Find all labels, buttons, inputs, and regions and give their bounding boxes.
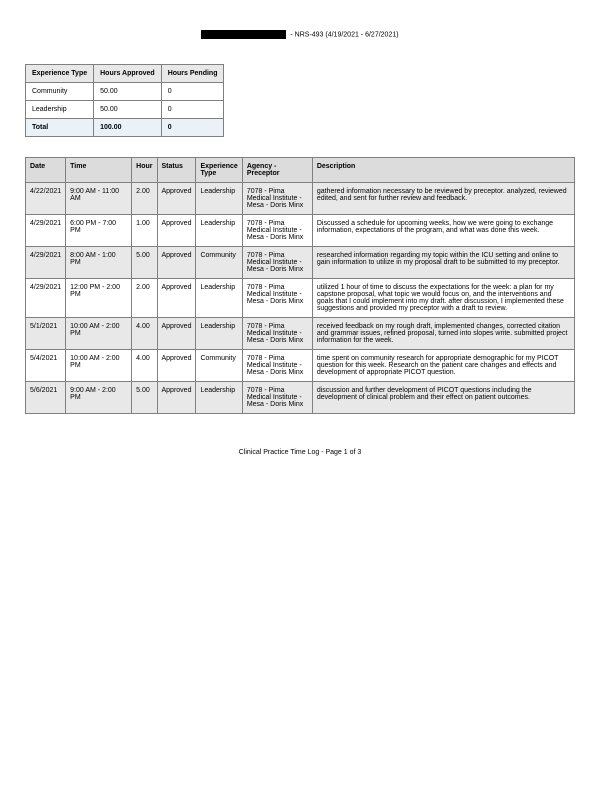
- log-cell: 7078 - Pima Medical Institute - Mesa - D…: [242, 215, 312, 247]
- log-table: Date Time Hour Status Experience Type Ag…: [25, 157, 575, 414]
- log-cell: Approved: [157, 350, 196, 382]
- log-cell: Leadership: [196, 279, 242, 318]
- summary-header-approved: Hours Approved: [94, 65, 162, 83]
- log-cell: Approved: [157, 183, 196, 215]
- log-cell: 10:00 AM - 2:00 PM: [66, 318, 132, 350]
- summary-body: Community 50.00 0 Leadership 50.00 0 Tot…: [26, 83, 224, 137]
- log-cell: Discussed a schedule for upcoming weeks,…: [312, 215, 574, 247]
- log-cell: received feedback on my rough draft, imp…: [312, 318, 574, 350]
- log-cell: Leadership: [196, 318, 242, 350]
- log-cell: 7078 - Pima Medical Institute - Mesa - D…: [242, 350, 312, 382]
- log-cell: Approved: [157, 318, 196, 350]
- log-cell: Approved: [157, 279, 196, 318]
- log-cell: 5/1/2021: [26, 318, 66, 350]
- log-header-time: Time: [66, 158, 132, 183]
- log-cell: 7078 - Pima Medical Institute - Mesa - D…: [242, 318, 312, 350]
- log-cell: Leadership: [196, 382, 242, 414]
- log-cell: 4/29/2021: [26, 247, 66, 279]
- log-cell: 7078 - Pima Medical Institute - Mesa - D…: [242, 183, 312, 215]
- log-row: 4/29/202112:00 PM - 2:00 PM2.00ApprovedL…: [26, 279, 575, 318]
- log-cell: 12:00 PM - 2:00 PM: [66, 279, 132, 318]
- log-cell: 1.00: [132, 215, 157, 247]
- header-line: - NRS-493 (4/19/2021 - 6/27/2021): [25, 30, 575, 39]
- summary-table: Experience Type Hours Approved Hours Pen…: [25, 64, 224, 137]
- log-cell: Approved: [157, 215, 196, 247]
- summary-row: Leadership 50.00 0: [26, 101, 224, 119]
- log-row: 4/29/20216:00 PM - 7:00 PM1.00ApprovedLe…: [26, 215, 575, 247]
- log-cell: Leadership: [196, 215, 242, 247]
- log-cell: 2.00: [132, 183, 157, 215]
- log-cell: Community: [196, 247, 242, 279]
- log-cell: 7078 - Pima Medical Institute - Mesa - D…: [242, 382, 312, 414]
- log-cell: Leadership: [196, 183, 242, 215]
- page-footer: Clinical Practice Time Log - Page 1 of 3: [25, 449, 575, 456]
- log-row: 5/4/202110:00 AM - 2:00 PM4.00ApprovedCo…: [26, 350, 575, 382]
- log-row: 5/6/20219:00 AM - 2:00 PM5.00ApprovedLea…: [26, 382, 575, 414]
- log-header-status: Status: [157, 158, 196, 183]
- log-cell: 7078 - Pima Medical Institute - Mesa - D…: [242, 247, 312, 279]
- log-cell: 4/29/2021: [26, 215, 66, 247]
- summary-row: Community 50.00 0: [26, 83, 224, 101]
- log-cell: 5.00: [132, 247, 157, 279]
- log-cell: 9:00 AM - 11:00 AM: [66, 183, 132, 215]
- log-cell: 5/6/2021: [26, 382, 66, 414]
- log-cell: gathered information necessary to be rev…: [312, 183, 574, 215]
- log-cell: researched information regarding my topi…: [312, 247, 574, 279]
- summary-header-type: Experience Type: [26, 65, 94, 83]
- log-row: 4/29/20218:00 AM - 1:00 PM5.00ApprovedCo…: [26, 247, 575, 279]
- log-header-desc: Description: [312, 158, 574, 183]
- log-cell: 2.00: [132, 279, 157, 318]
- log-cell: 7078 - Pima Medical Institute - Mesa - D…: [242, 279, 312, 318]
- log-cell: 5/4/2021: [26, 350, 66, 382]
- log-cell: Community: [196, 350, 242, 382]
- course-info: - NRS-493 (4/19/2021 - 6/27/2021): [288, 31, 398, 38]
- log-cell: utilized 1 hour of time to discuss the e…: [312, 279, 574, 318]
- log-body: 4/22/20219:00 AM - 11:00 AM2.00ApprovedL…: [26, 183, 575, 414]
- log-cell: 10:00 AM - 2:00 PM: [66, 350, 132, 382]
- log-cell: 8:00 AM - 1:00 PM: [66, 247, 132, 279]
- log-cell: 6:00 PM - 7:00 PM: [66, 215, 132, 247]
- redacted-name: [201, 30, 286, 39]
- log-header-date: Date: [26, 158, 66, 183]
- log-row: 5/1/202110:00 AM - 2:00 PM4.00ApprovedLe…: [26, 318, 575, 350]
- log-header-hour: Hour: [132, 158, 157, 183]
- log-cell: time spent on community research for app…: [312, 350, 574, 382]
- log-cell: 4/22/2021: [26, 183, 66, 215]
- log-cell: Approved: [157, 247, 196, 279]
- log-cell: 4.00: [132, 350, 157, 382]
- log-row: 4/22/20219:00 AM - 11:00 AM2.00ApprovedL…: [26, 183, 575, 215]
- log-cell: Approved: [157, 382, 196, 414]
- summary-total-row: Total 100.00 0: [26, 119, 224, 137]
- log-cell: 9:00 AM - 2:00 PM: [66, 382, 132, 414]
- log-cell: 4.00: [132, 318, 157, 350]
- log-header-exp: Experience Type: [196, 158, 242, 183]
- log-cell: 5.00: [132, 382, 157, 414]
- log-header-agency: Agency - Preceptor: [242, 158, 312, 183]
- summary-header-pending: Hours Pending: [161, 65, 224, 83]
- log-cell: discussion and further development of PI…: [312, 382, 574, 414]
- log-cell: 4/29/2021: [26, 279, 66, 318]
